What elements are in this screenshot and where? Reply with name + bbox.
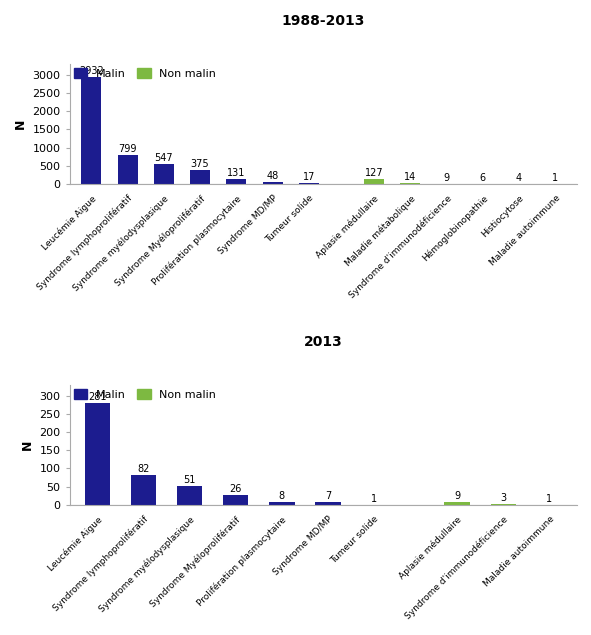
Text: 7: 7: [325, 491, 331, 502]
Bar: [131, 475, 156, 505]
Bar: [226, 179, 246, 184]
Text: 17: 17: [303, 172, 315, 182]
Bar: [82, 77, 101, 184]
Y-axis label: N: N: [14, 119, 27, 129]
Text: 127: 127: [365, 168, 384, 178]
Text: 4: 4: [516, 173, 522, 183]
Text: 14: 14: [404, 173, 417, 182]
Text: 799: 799: [118, 144, 137, 154]
Bar: [177, 486, 202, 505]
Text: 26: 26: [229, 485, 242, 495]
Text: 1: 1: [553, 173, 558, 183]
Bar: [223, 495, 248, 505]
Bar: [315, 502, 340, 505]
Text: 1: 1: [371, 493, 377, 504]
Legend: Malin, Non malin: Malin, Non malin: [70, 64, 221, 83]
Bar: [262, 182, 282, 184]
Y-axis label: N: N: [21, 439, 34, 450]
Text: 51: 51: [183, 476, 196, 485]
Bar: [444, 502, 470, 505]
Text: 281: 281: [88, 392, 106, 401]
Text: 547: 547: [154, 153, 173, 163]
Text: 2932: 2932: [79, 66, 104, 76]
Text: 131: 131: [227, 168, 245, 178]
Bar: [190, 170, 210, 184]
Text: 1: 1: [546, 493, 553, 504]
Bar: [85, 403, 110, 505]
Text: 9: 9: [443, 173, 450, 183]
Title: 2013: 2013: [304, 335, 343, 349]
Legend: Malin, Non malin: Malin, Non malin: [70, 385, 221, 404]
Bar: [491, 504, 516, 505]
Title: 1988-2013: 1988-2013: [282, 14, 365, 28]
Text: 48: 48: [267, 171, 279, 181]
Text: 82: 82: [137, 464, 150, 474]
Text: 375: 375: [191, 159, 209, 170]
Text: 8: 8: [279, 491, 285, 501]
Bar: [154, 164, 174, 184]
Bar: [364, 179, 384, 184]
Text: 9: 9: [454, 491, 460, 500]
Text: 6: 6: [480, 173, 486, 183]
Bar: [269, 502, 294, 505]
Bar: [118, 155, 138, 184]
Text: 3: 3: [500, 493, 506, 503]
